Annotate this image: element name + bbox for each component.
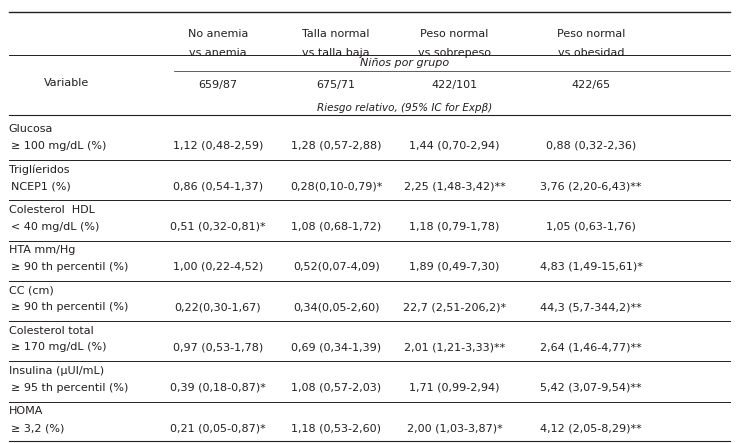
Text: 659/87: 659/87 [199, 80, 237, 90]
Text: Insulina (μUI/mL): Insulina (μUI/mL) [9, 366, 104, 376]
Text: vs sobrepeso: vs sobrepeso [418, 48, 491, 58]
Text: 1,44 (0,70-2,94): 1,44 (0,70-2,94) [409, 141, 500, 151]
Text: CC (cm): CC (cm) [9, 285, 54, 295]
Text: 0,21 (0,05-0,87)*: 0,21 (0,05-0,87)* [170, 423, 266, 433]
Text: 0,22(0,30-1,67): 0,22(0,30-1,67) [174, 302, 262, 312]
Text: Niños por grupo: Niños por grupo [360, 58, 449, 68]
Text: 2,01 (1,21-3,33)**: 2,01 (1,21-3,33)** [403, 342, 505, 353]
Text: ≥ 90 th percentil (%): ≥ 90 th percentil (%) [11, 262, 129, 272]
Text: 422/65: 422/65 [572, 80, 610, 90]
Text: Triglíeridos: Triglíeridos [9, 164, 69, 175]
Text: Talla normal: Talla normal [302, 29, 370, 39]
Text: vs obesidad: vs obesidad [558, 48, 624, 58]
Text: 2,00 (1,03-3,87)*: 2,00 (1,03-3,87)* [406, 423, 503, 433]
Text: ≥ 90 th percentil (%): ≥ 90 th percentil (%) [11, 302, 129, 312]
Text: 1,12 (0,48-2,59): 1,12 (0,48-2,59) [173, 141, 263, 151]
Text: 1,05 (0,63-1,76): 1,05 (0,63-1,76) [546, 222, 636, 232]
Text: Colesterol total: Colesterol total [9, 326, 94, 336]
Text: 0,88 (0,32-2,36): 0,88 (0,32-2,36) [546, 141, 636, 151]
Text: 0,97 (0,53-1,78): 0,97 (0,53-1,78) [173, 342, 263, 353]
Text: HTA mm/Hg: HTA mm/Hg [9, 245, 75, 255]
Text: 422/101: 422/101 [432, 80, 477, 90]
Text: 1,08 (0,68-1,72): 1,08 (0,68-1,72) [291, 222, 381, 232]
Text: vs anemia: vs anemia [189, 48, 247, 58]
Text: 0,52(0,07-4,09): 0,52(0,07-4,09) [293, 262, 380, 272]
Text: Riesgo relativo, (95% IC for Expβ): Riesgo relativo, (95% IC for Expβ) [317, 103, 492, 113]
Text: 1,00 (0,22-4,52): 1,00 (0,22-4,52) [173, 262, 263, 272]
Text: 0,28(0,10-0,79)*: 0,28(0,10-0,79)* [290, 181, 383, 191]
Text: 675/71: 675/71 [317, 80, 355, 90]
Text: NCEP1 (%): NCEP1 (%) [11, 181, 71, 191]
Text: 4,83 (1,49-15,61)*: 4,83 (1,49-15,61)* [539, 262, 643, 272]
Text: Variable: Variable [44, 78, 89, 88]
Text: 0,34(0,05-2,60): 0,34(0,05-2,60) [293, 302, 380, 312]
Text: Colesterol  HDL: Colesterol HDL [9, 205, 95, 215]
Text: < 40 mg/dL (%): < 40 mg/dL (%) [11, 222, 100, 232]
Text: 22,7 (2,51-206,2)*: 22,7 (2,51-206,2)* [403, 302, 506, 312]
Text: 0,39 (0,18-0,87)*: 0,39 (0,18-0,87)* [170, 383, 266, 393]
Text: 1,89 (0,49-7,30): 1,89 (0,49-7,30) [409, 262, 500, 272]
Text: Peso normal: Peso normal [420, 29, 488, 39]
Text: HOMA: HOMA [9, 406, 44, 416]
Text: 5,42 (3,07-9,54)**: 5,42 (3,07-9,54)** [540, 383, 642, 393]
Text: 2,64 (1,46-4,77)**: 2,64 (1,46-4,77)** [540, 342, 642, 353]
Text: 2,25 (1,48-3,42)**: 2,25 (1,48-3,42)** [403, 181, 505, 191]
Text: 44,3 (5,7-344,2)**: 44,3 (5,7-344,2)** [540, 302, 642, 312]
Text: 1,28 (0,57-2,88): 1,28 (0,57-2,88) [291, 141, 381, 151]
Text: 1,71 (0,99-2,94): 1,71 (0,99-2,94) [409, 383, 500, 393]
Text: 1,08 (0,57-2,03): 1,08 (0,57-2,03) [291, 383, 381, 393]
Text: 1,18 (0,79-1,78): 1,18 (0,79-1,78) [409, 222, 500, 232]
Text: ≥ 3,2 (%): ≥ 3,2 (%) [11, 423, 64, 433]
Text: ≥ 95 th percentil (%): ≥ 95 th percentil (%) [11, 383, 129, 393]
Text: 0,86 (0,54-1,37): 0,86 (0,54-1,37) [173, 181, 263, 191]
Text: 4,12 (2,05-8,29)**: 4,12 (2,05-8,29)** [540, 423, 642, 433]
Text: 0,51 (0,32-0,81)*: 0,51 (0,32-0,81)* [170, 222, 266, 232]
Text: ≥ 100 mg/dL (%): ≥ 100 mg/dL (%) [11, 141, 106, 151]
Text: 1,18 (0,53-2,60): 1,18 (0,53-2,60) [291, 423, 381, 433]
Text: Peso normal: Peso normal [557, 29, 625, 39]
Text: 0,69 (0,34-1,39): 0,69 (0,34-1,39) [291, 342, 381, 353]
Text: ≥ 170 mg/dL (%): ≥ 170 mg/dL (%) [11, 342, 106, 353]
Text: No anemia: No anemia [188, 29, 248, 39]
Text: Glucosa: Glucosa [9, 124, 53, 134]
Text: 3,76 (2,20-6,43)**: 3,76 (2,20-6,43)** [540, 181, 642, 191]
Text: vs talla baja: vs talla baja [302, 48, 370, 58]
